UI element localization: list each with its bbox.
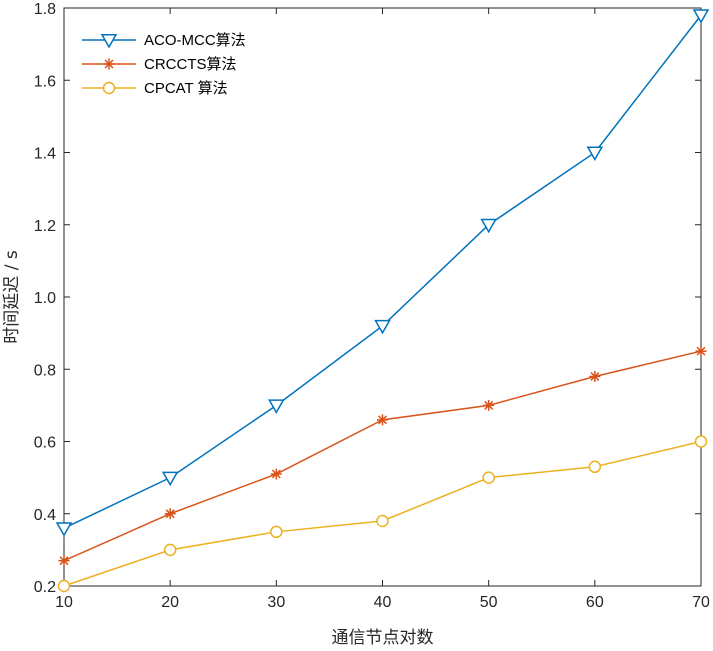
legend-entry: ACO-MCC算法	[82, 31, 246, 49]
legend-entry: CPCAT 算法	[82, 79, 228, 97]
data-point	[377, 414, 388, 426]
x-tick-label: 60	[586, 594, 604, 611]
data-point	[57, 579, 71, 593]
legend: ACO-MCC算法 CRCCTS算法 CPCAT 算法	[72, 18, 268, 106]
y-tick-label: 1.4	[34, 146, 56, 163]
x-tick-label: 40	[374, 594, 392, 611]
legend-entry: CRCCTS算法	[82, 55, 237, 73]
x-tick-label: 30	[267, 594, 285, 611]
data-point	[692, 9, 710, 24]
data-point	[161, 471, 179, 487]
y-tick-label: 0.6	[34, 435, 56, 452]
data-point	[268, 399, 285, 414]
x-axis-title: 通信节点对数	[332, 628, 434, 648]
legend-marker	[103, 58, 115, 70]
y-tick-label: 0.8	[34, 362, 56, 379]
data-point	[586, 146, 604, 162]
data-point	[270, 468, 282, 480]
data-point	[694, 435, 708, 448]
y-tick-label: 1.6	[34, 73, 56, 90]
x-tick-label: 10	[55, 594, 73, 611]
series-layer	[55, 9, 710, 593]
x-axis-ticks: 10 20 30 40 50 60 70	[55, 8, 710, 611]
x-tick-label: 50	[480, 594, 498, 611]
data-point	[58, 555, 70, 567]
y-tick-label: 0.2	[34, 579, 56, 596]
legend-marker	[102, 81, 116, 95]
data-point	[589, 370, 601, 382]
y-tick-label: 1.0	[34, 290, 56, 307]
y-tick-label: 1.8	[34, 1, 56, 18]
series-3	[57, 435, 708, 593]
data-point	[695, 345, 707, 357]
legend-label: CRCCTS算法	[144, 55, 237, 73]
y-axis-ticks: 0.2 0.4 0.6 0.8 1.0 1.2 1.4 1.6 1.8	[34, 1, 701, 596]
x-tick-label: 20	[161, 594, 179, 611]
data-point	[483, 399, 495, 411]
data-point	[164, 508, 176, 520]
series-1	[55, 9, 710, 537]
series-2	[58, 345, 707, 567]
y-axis-title: 时间延迟 / s	[2, 250, 22, 344]
legend-label: ACO-MCC算法	[144, 31, 246, 49]
y-tick-label: 0.4	[34, 507, 56, 524]
data-point	[376, 514, 389, 528]
legend-marker	[100, 34, 118, 49]
data-point	[270, 525, 283, 539]
data-point	[55, 522, 73, 537]
data-point	[588, 460, 602, 474]
legend-label: CPCAT 算法	[144, 79, 228, 97]
data-point	[480, 218, 497, 234]
data-point	[482, 471, 495, 484]
data-point	[163, 543, 177, 557]
data-point	[374, 319, 391, 335]
y-tick-label: 1.2	[34, 218, 56, 235]
x-tick-label: 70	[692, 594, 710, 611]
